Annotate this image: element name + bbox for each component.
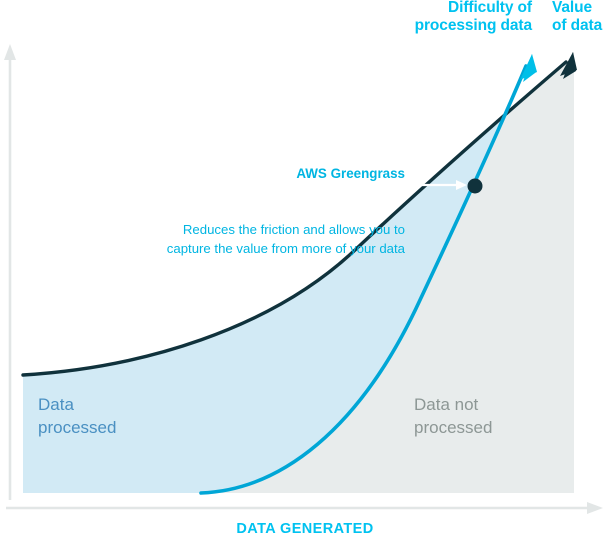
intersection-dot-icon xyxy=(467,178,483,194)
annotation-callout: AWS Greengrass Reduces the friction and … xyxy=(75,127,405,296)
series-value-of-data xyxy=(21,52,577,377)
region-label-data-processed: Data processed xyxy=(38,395,117,437)
axis-x xyxy=(6,502,603,514)
series-difficulty-of-processing xyxy=(199,54,537,495)
annotation-pointer-arrow-icon xyxy=(409,180,467,190)
region-label-data-not-processed: Data not processed xyxy=(414,395,493,437)
axis-x-label: DATA GENERATED xyxy=(236,521,374,537)
region-data-processed xyxy=(23,58,572,493)
annotation-body: Reduces the friction and allows you to c… xyxy=(166,221,405,256)
legend-label-difficulty: Difficulty of processing data xyxy=(414,0,532,35)
annotation-title: AWS Greengrass xyxy=(296,166,405,182)
axis-arrow-up-icon xyxy=(4,44,16,60)
legend-label-value: Value of data xyxy=(552,0,603,35)
axis-arrow-right-icon xyxy=(587,502,603,514)
axis-y xyxy=(4,44,16,500)
